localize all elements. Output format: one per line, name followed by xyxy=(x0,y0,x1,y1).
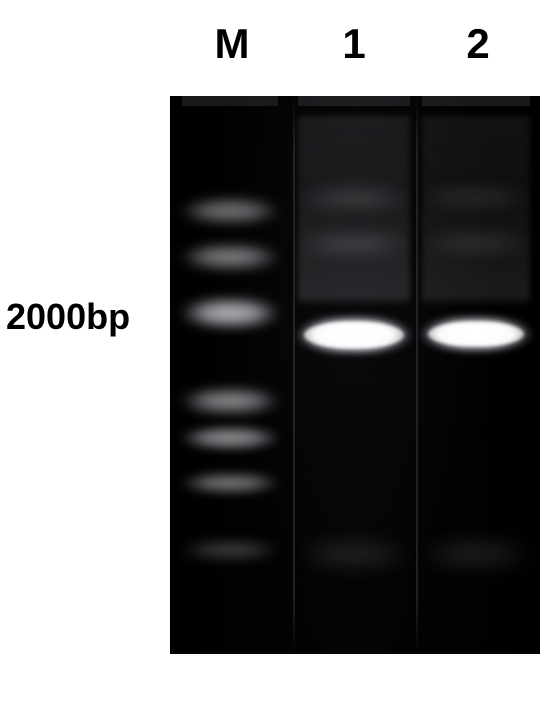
lane-header-2: 2 xyxy=(438,20,518,68)
gel-image xyxy=(170,96,540,654)
lane-header-m: M xyxy=(192,20,272,68)
gel-band xyxy=(182,200,278,222)
gel-band xyxy=(182,428,278,448)
lane-smear xyxy=(298,116,410,306)
lane-header-1: 1 xyxy=(314,20,394,68)
lane-well xyxy=(182,96,278,106)
gel-band xyxy=(422,190,530,204)
size-marker-label: 2000bp xyxy=(6,296,130,338)
lane-divider xyxy=(416,96,418,654)
lane-well xyxy=(298,96,410,106)
gel-band xyxy=(182,542,278,558)
gel-band xyxy=(182,390,278,412)
lane-divider xyxy=(293,96,295,654)
gel-band xyxy=(298,236,410,252)
gel-band xyxy=(298,190,410,206)
lane-well xyxy=(422,96,530,106)
gel-band-core xyxy=(304,322,404,348)
gel-band xyxy=(422,544,530,564)
gel-band xyxy=(182,246,278,268)
gel-band xyxy=(182,300,278,326)
gel-band-core xyxy=(428,322,524,346)
gel-band xyxy=(298,544,410,564)
lane-smear xyxy=(422,116,530,306)
gel-band xyxy=(182,474,278,492)
gel-band xyxy=(422,236,530,250)
